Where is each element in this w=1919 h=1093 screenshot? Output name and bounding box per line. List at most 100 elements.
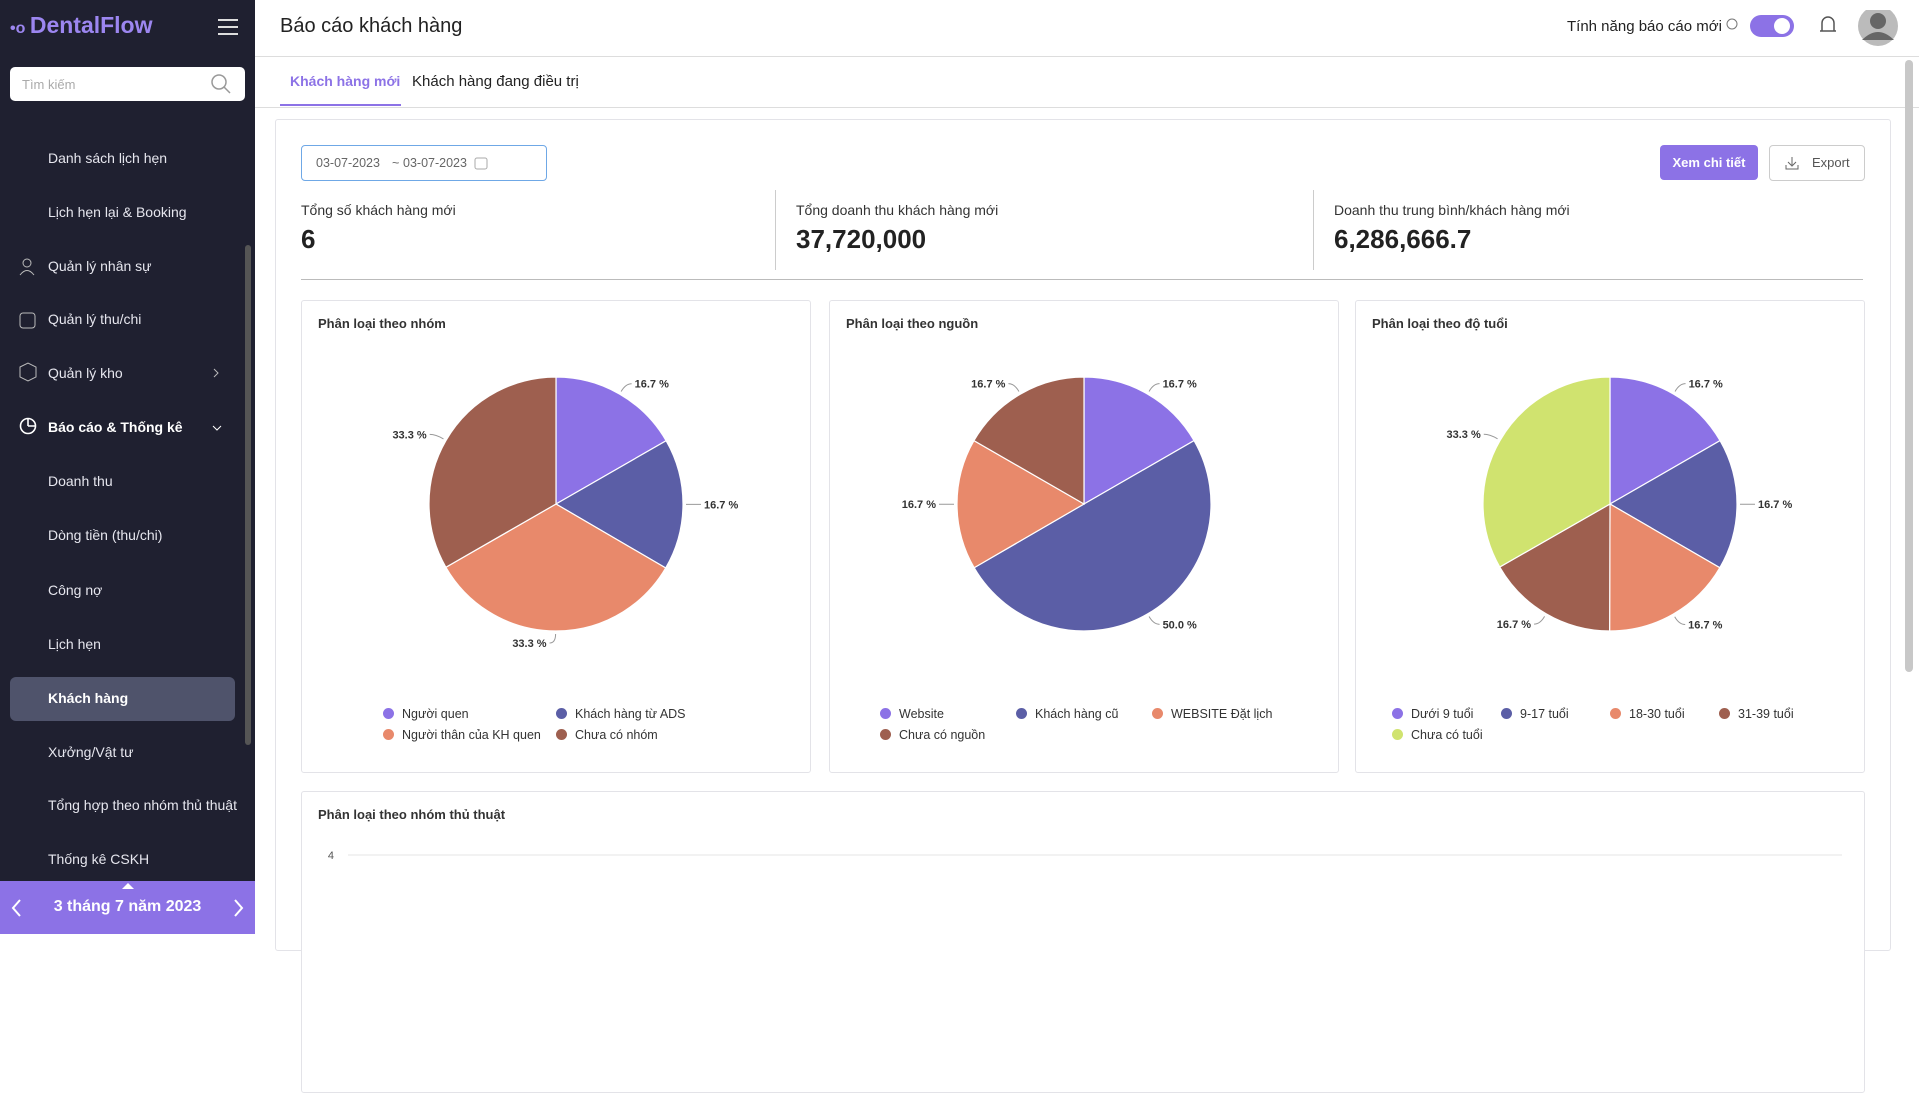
legend-swatch bbox=[1719, 708, 1730, 719]
date-range[interactable]: 03-07-2023 ~03-07-2023 bbox=[301, 145, 547, 181]
legend-item: Chưa có nguồn bbox=[880, 727, 1016, 742]
menu-item[interactable]: Thống kê CSKH bbox=[48, 849, 149, 869]
slice-label: 16.7 % bbox=[1497, 619, 1531, 631]
legend-swatch bbox=[556, 708, 567, 719]
page: •o DentalFlow Tìm kiếm Danh sách lịch hẹ… bbox=[0, 0, 1919, 934]
slice-label: 33.3 % bbox=[392, 429, 426, 441]
tab-active[interactable]: Khách hàng mới bbox=[290, 73, 400, 89]
menu-item[interactable]: Công nợ bbox=[48, 580, 102, 600]
legend-swatch bbox=[1392, 729, 1403, 740]
leader-line bbox=[1008, 384, 1019, 392]
search[interactable]: Tìm kiếm bbox=[10, 67, 245, 101]
tab[interactable]: Khách hàng đang điều trị bbox=[412, 73, 579, 90]
divider bbox=[775, 190, 776, 270]
current-date: 3 tháng 7 năm 2023 bbox=[0, 898, 255, 916]
divider bbox=[1313, 190, 1314, 270]
bar-chart: 4 bbox=[302, 832, 1864, 1092]
page-scrollbar bbox=[1905, 60, 1913, 672]
tab-underline bbox=[280, 104, 401, 106]
slice-label: 16.7 % bbox=[704, 499, 738, 511]
menu-toggle[interactable] bbox=[218, 19, 238, 35]
sidebar-scrollbar bbox=[245, 245, 251, 745]
legend-label: 18-30 tuổi bbox=[1629, 707, 1685, 721]
menu-item[interactable]: Lịch hẹn lại & Booking bbox=[48, 202, 187, 222]
slice-label: 33.3 % bbox=[512, 638, 546, 650]
detail-button[interactable]: Xem chi tiết bbox=[1660, 145, 1758, 180]
menu-item[interactable]: Tổng hợp theo nhóm thủ thuật bbox=[48, 795, 237, 815]
menu-item[interactable]: Quản lý kho bbox=[48, 363, 123, 383]
date-bar: 3 tháng 7 năm 2023 bbox=[0, 881, 255, 934]
menu-item[interactable]: Khách hàng bbox=[48, 688, 128, 708]
stat-label: Tổng số khách hàng mới bbox=[301, 202, 456, 218]
legend-item: Khách hàng từ ADS bbox=[556, 706, 729, 721]
legend-swatch bbox=[1392, 708, 1403, 719]
stats-rule bbox=[301, 279, 1863, 280]
legend-swatch bbox=[383, 729, 394, 740]
menu-item[interactable]: Dòng tiền (thu/chi) bbox=[48, 525, 162, 545]
slice-label: 50.0 % bbox=[1163, 619, 1197, 631]
chart-card: Phân loại theo độ tuổi 16.7 % 16.7 % 16.7 %… bbox=[1355, 300, 1865, 773]
menu-item[interactable]: Doanh thu bbox=[48, 471, 113, 491]
legend-label: Khách hàng cũ bbox=[1035, 707, 1118, 721]
leader-line bbox=[1149, 617, 1160, 625]
page-title: Báo cáo khách hàng bbox=[280, 15, 462, 38]
menu-item[interactable]: Báo cáo & Thống kê bbox=[48, 417, 183, 437]
menu-item[interactable]: Danh sách lịch hẹn bbox=[48, 148, 167, 168]
stat-label: Tổng doanh thu khách hàng mới bbox=[796, 202, 998, 218]
legend-label: Chưa có tuổi bbox=[1411, 728, 1483, 742]
header-icons bbox=[1725, 10, 1905, 50]
legend-item: Người quen bbox=[383, 706, 556, 721]
menu-icons bbox=[18, 256, 40, 436]
menu-item[interactable]: Xưởng/Vật tư bbox=[48, 742, 134, 762]
legend-label: 9-17 tuổi bbox=[1520, 707, 1569, 721]
slice-label: 16.7 % bbox=[971, 379, 1005, 391]
legend-swatch bbox=[383, 708, 394, 719]
date-from: 03-07-2023 bbox=[316, 156, 380, 170]
legend-label: Người thân của KH quen bbox=[402, 728, 541, 742]
leader-line bbox=[430, 434, 444, 439]
legend-swatch bbox=[1501, 708, 1512, 719]
legend: Người quen Khách hàng từ ADS Người thân củ… bbox=[383, 706, 729, 742]
stat-label: Doanh thu trung bình/khách hàng mới bbox=[1334, 202, 1570, 218]
legend-label: WEBSITE Đặt lịch bbox=[1171, 707, 1272, 721]
legend-item: 18-30 tuổi bbox=[1610, 706, 1719, 721]
chart-card: Phân loại theo nhóm thủ thuật 4 bbox=[301, 791, 1865, 1093]
leader-line bbox=[621, 384, 632, 392]
legend-label: Chưa có nguồn bbox=[899, 728, 985, 742]
legend-item: Chưa có nhóm bbox=[556, 727, 729, 742]
legend-item: Dưới 9 tuổi bbox=[1392, 706, 1501, 721]
feature-label: Tính năng báo cáo mới bbox=[1567, 18, 1722, 35]
date-sep: ~ bbox=[392, 156, 399, 170]
y-tick-label: 4 bbox=[328, 850, 334, 862]
leader-line bbox=[1149, 384, 1160, 392]
menu-item[interactable]: Lịch hẹn bbox=[48, 634, 101, 654]
stat-value: 6,286,666.7 bbox=[1334, 224, 1471, 255]
stat-value: 37,720,000 bbox=[796, 224, 926, 255]
legend-item: WEBSITE Đặt lịch bbox=[1152, 706, 1288, 721]
legend-item: Người thân của KH quen bbox=[383, 727, 556, 742]
header: Báo cáo khách hàng Tính năng báo cáo mới bbox=[255, 0, 1919, 57]
menu-item[interactable]: Quản lý thu/chi bbox=[48, 309, 141, 329]
search-icon bbox=[210, 73, 232, 95]
pie-chart: 16.7 %16.7 %16.7 %16.7 %33.3 % bbox=[1356, 341, 1864, 741]
leader-line bbox=[550, 634, 556, 643]
slice-label: 16.7 % bbox=[1163, 379, 1197, 391]
export-icon bbox=[1784, 155, 1800, 171]
legend-swatch bbox=[1152, 708, 1163, 719]
legend-label: Website bbox=[899, 707, 944, 721]
menu-item[interactable]: Quản lý nhân sự bbox=[48, 256, 152, 276]
date-to: 03-07-2023 bbox=[403, 156, 467, 170]
chart-title: Phân loại theo nhóm thủ thuật bbox=[318, 807, 505, 822]
legend-swatch bbox=[880, 708, 891, 719]
legend-label: Khách hàng từ ADS bbox=[575, 707, 686, 721]
leader-line bbox=[1484, 434, 1498, 439]
slice-label: 16.7 % bbox=[1758, 499, 1792, 511]
menu-chevrons bbox=[210, 366, 224, 436]
chart-title: Phân loại theo nhóm bbox=[318, 316, 446, 331]
export-button[interactable]: Export bbox=[1769, 145, 1865, 181]
slice-label: 16.7 % bbox=[1689, 379, 1723, 391]
tab-border bbox=[255, 107, 1919, 108]
chart-title: Phân loại theo độ tuổi bbox=[1372, 316, 1508, 331]
